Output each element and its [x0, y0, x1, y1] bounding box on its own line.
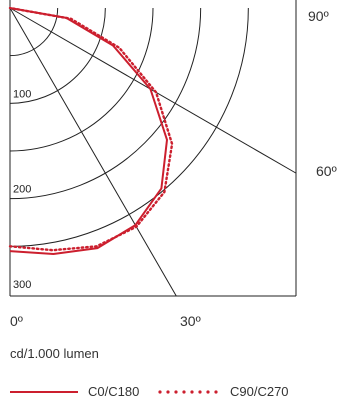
grid-ray-60 [9, 7, 297, 174]
radial-tick-100: 100 [13, 88, 31, 100]
legend-label-c90: C90/C270 [230, 384, 289, 399]
curve-c0-c180 [9, 7, 168, 255]
radial-tick-300: 300 [13, 279, 31, 291]
curve-c90-c270 [8, 6, 174, 252]
polar-chart: 100 200 300 [8, 0, 297, 297]
legend-label-c0: C0/C180 [88, 384, 140, 399]
grid-arc-250 [9, 7, 249, 247]
chart-grid [9, 0, 297, 297]
angle-label-30: 30º [180, 313, 201, 329]
intensity-curves [8, 6, 174, 255]
grid-arc-200 [9, 7, 202, 200]
angle-label-60: 60º [316, 163, 337, 179]
radial-tick-200: 200 [13, 184, 31, 196]
legend-swatch-dotted [158, 390, 226, 394]
radial-tick-labels: 100 200 300 [13, 88, 31, 291]
angle-label-90: 90º [308, 8, 329, 24]
angle-label-0: 0º [10, 313, 23, 329]
grid-arc-100 [9, 7, 106, 104]
legend-swatch-solid [10, 391, 78, 393]
grid-arc-150 [9, 7, 154, 152]
unit-caption: cd/1.000 lumen [10, 346, 99, 361]
grid-ray-30 [9, 7, 177, 297]
